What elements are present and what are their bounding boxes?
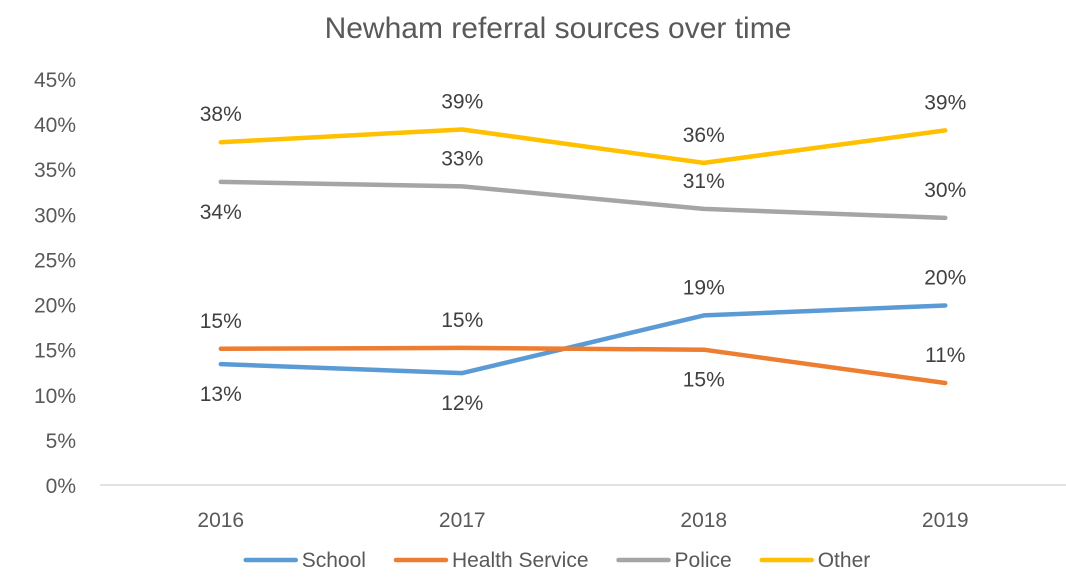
data-label: 34% xyxy=(200,201,242,224)
data-labels: 13% 12% 19% 20% 15% 15% 15% 11% 34% 33% 31% 30% 38% 3… xyxy=(200,91,967,416)
y-tick-label: 10% xyxy=(34,385,76,408)
data-label: 15% xyxy=(441,309,483,332)
y-axis-ticks: 0% 5% 10% 15% 20% 25% 30% 35% 40% 45% xyxy=(34,69,76,498)
data-label: 39% xyxy=(441,91,483,114)
data-label: 15% xyxy=(683,369,725,392)
y-tick-label: 25% xyxy=(34,249,76,272)
series-line-health-service xyxy=(218,345,948,386)
data-label: 15% xyxy=(200,310,242,333)
series-line-school xyxy=(218,303,948,376)
legend-label-police: Police xyxy=(675,549,732,572)
legend-label-school: School xyxy=(302,549,366,572)
data-label: 39% xyxy=(924,91,966,114)
y-tick-label: 0% xyxy=(46,475,76,498)
y-tick-label: 40% xyxy=(34,114,76,137)
data-label: 36% xyxy=(683,124,725,147)
y-tick-label: 35% xyxy=(34,159,76,182)
x-tick-label: 2018 xyxy=(680,509,727,532)
chart-title: Newham referral sources over time xyxy=(325,12,792,45)
y-tick-label: 30% xyxy=(34,204,76,227)
series-line-police xyxy=(218,179,948,221)
data-label: 30% xyxy=(924,179,966,202)
legend-label-health-service: Health Service xyxy=(452,549,589,572)
data-label: 20% xyxy=(924,266,966,289)
data-label: 11% xyxy=(925,344,965,367)
legend-label-other: Other xyxy=(818,549,871,572)
y-tick-label: 45% xyxy=(34,69,76,92)
data-label: 38% xyxy=(200,103,242,126)
data-label: 13% xyxy=(200,383,242,406)
x-tick-label: 2017 xyxy=(439,509,486,532)
y-tick-label: 20% xyxy=(34,295,76,318)
data-label: 19% xyxy=(683,276,725,299)
x-tick-label: 2019 xyxy=(922,509,969,532)
series-line-other xyxy=(218,127,948,166)
data-label: 12% xyxy=(441,392,483,415)
y-tick-label: 15% xyxy=(34,340,76,363)
data-label: 33% xyxy=(441,147,483,170)
series-lines xyxy=(218,127,948,386)
x-axis-ticks: 2016 2017 2018 2019 xyxy=(197,509,968,532)
y-tick-label: 5% xyxy=(46,430,76,453)
data-label: 31% xyxy=(683,170,725,193)
x-tick-label: 2016 xyxy=(197,509,244,532)
legend: School Health Service Police Other xyxy=(243,549,871,572)
